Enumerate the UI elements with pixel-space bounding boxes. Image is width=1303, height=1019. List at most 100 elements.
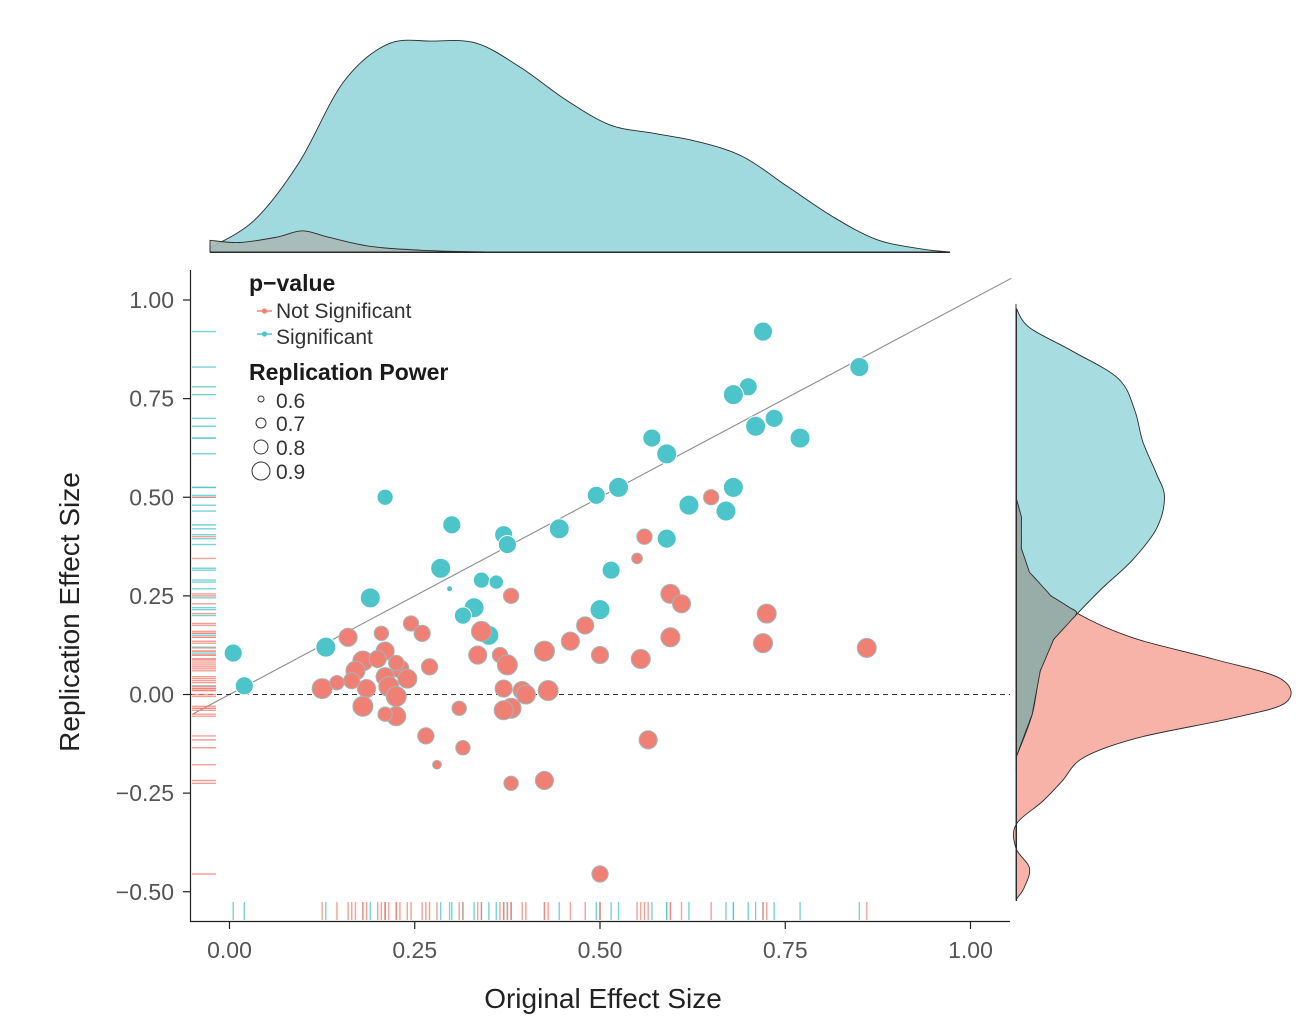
point-not-significant — [537, 680, 559, 702]
point-significant — [589, 599, 611, 621]
point-not-significant — [533, 640, 555, 662]
point-not-significant — [671, 594, 692, 614]
point-not-significant — [451, 700, 467, 717]
legend-size-key-0-9 — [251, 461, 271, 481]
point-significant — [642, 428, 662, 448]
legend-size-title: Replication Power — [249, 359, 448, 385]
point-not-significant — [534, 770, 554, 791]
y-tick-label: 0.25 — [129, 583, 174, 609]
legend: p−value Not Significant Significant Repl… — [249, 270, 448, 484]
point-significant — [722, 476, 744, 498]
point-significant — [678, 494, 700, 516]
point-significant — [656, 528, 677, 549]
point-not-significant — [590, 645, 610, 665]
point-not-significant — [385, 685, 407, 707]
point-significant — [656, 443, 678, 465]
y-tick-label: 1.00 — [129, 287, 174, 313]
point-not-significant — [591, 865, 609, 883]
point-significant — [497, 535, 517, 555]
legend-size-key-0-8 — [253, 439, 269, 455]
point-not-significant — [432, 759, 442, 770]
point-not-significant — [338, 627, 358, 647]
point-not-significant — [576, 616, 595, 635]
point-not-significant — [752, 633, 774, 654]
point-not-significant — [397, 668, 418, 689]
point-significant — [764, 408, 784, 428]
legend-size-key-0-7 — [255, 417, 267, 429]
marginal-y-density-overlap — [1015, 303, 1077, 774]
legend-key-dot-not-significant — [261, 308, 268, 314]
x-axis-title: Original Effect Size — [484, 983, 722, 1014]
point-not-significant — [756, 603, 777, 624]
point-not-significant — [702, 489, 720, 506]
legend-key-dot-significant — [261, 331, 268, 337]
point-not-significant — [630, 648, 651, 670]
point-not-significant — [413, 624, 431, 642]
point-significant — [752, 321, 774, 342]
point-significant — [586, 485, 606, 505]
point-significant — [488, 574, 504, 590]
point-significant — [359, 587, 381, 609]
legend-label-significant: Significant — [276, 326, 373, 349]
marginal-x-density-significant — [209, 39, 951, 253]
x-tick-label: 0.50 — [578, 937, 623, 963]
legend-size-entry-0-7: 0.7 — [255, 413, 305, 436]
legend-size-label-0-8: 0.8 — [276, 437, 305, 460]
point-significant — [442, 515, 462, 535]
point-not-significant — [420, 658, 439, 676]
legend-entry-significant: Significant — [257, 326, 373, 349]
point-significant — [376, 488, 394, 506]
point-not-significant — [493, 700, 514, 721]
point-not-significant — [560, 631, 580, 651]
marginal-x-density-not-significant — [209, 230, 492, 253]
point-significant — [223, 643, 243, 663]
point-significant — [446, 585, 454, 593]
legend-size-label-0-6: 0.6 — [276, 390, 305, 413]
legend-size-label-0-7: 0.7 — [276, 413, 305, 436]
y-axis-title: Replication Effect Size — [54, 472, 85, 752]
y-tick-label: −0.25 — [116, 780, 174, 806]
legend-entry-not-significant: Not Significant — [257, 300, 412, 323]
point-significant — [745, 415, 767, 437]
point-not-significant — [636, 528, 653, 545]
point-not-significant — [402, 615, 420, 632]
point-not-significant — [468, 645, 488, 665]
y-tick-label: 0.00 — [129, 682, 174, 708]
marginal-x-density — [209, 39, 951, 253]
y-axis-ticks: −0.50 −0.25 0.00 0.25 0.50 0.75 1.00 — [116, 287, 191, 905]
point-not-significant — [417, 727, 435, 745]
legend-color-title: p−value — [249, 270, 335, 296]
point-not-significant — [377, 706, 393, 722]
point-not-significant — [496, 654, 518, 676]
point-not-significant — [388, 654, 405, 672]
y-tick-label: 0.50 — [129, 484, 174, 510]
legend-size-key-0-6 — [257, 395, 265, 403]
point-not-significant — [311, 678, 333, 700]
point-significant — [234, 676, 254, 696]
point-not-significant — [856, 637, 877, 658]
x-axis-ticks: 0.00 0.25 0.50 0.75 1.00 — [207, 921, 993, 963]
point-significant — [430, 557, 452, 579]
point-not-significant — [368, 649, 387, 669]
y-tick-label: 0.75 — [129, 386, 174, 412]
rug-y-axis — [192, 330, 216, 875]
point-significant — [315, 636, 337, 658]
legend-size-entry-0-8: 0.8 — [253, 437, 305, 460]
point-not-significant — [494, 679, 513, 698]
legend-size-entry-0-6: 0.6 — [257, 390, 305, 413]
point-significant — [722, 384, 744, 406]
point-not-significant — [470, 620, 492, 642]
point-significant — [608, 476, 630, 498]
point-not-significant — [638, 730, 658, 750]
legend-size-label-0-9: 0.9 — [276, 461, 305, 484]
point-not-significant — [503, 775, 519, 791]
point-not-significant — [357, 679, 377, 699]
point-significant — [715, 500, 737, 522]
x-tick-label: 0.25 — [392, 937, 437, 963]
y-tick-label: −0.50 — [116, 879, 174, 905]
point-not-significant — [515, 684, 536, 705]
marginal-y-density — [1012, 303, 1292, 901]
legend-size-entry-0-9: 0.9 — [251, 461, 305, 484]
point-not-significant — [455, 740, 471, 756]
